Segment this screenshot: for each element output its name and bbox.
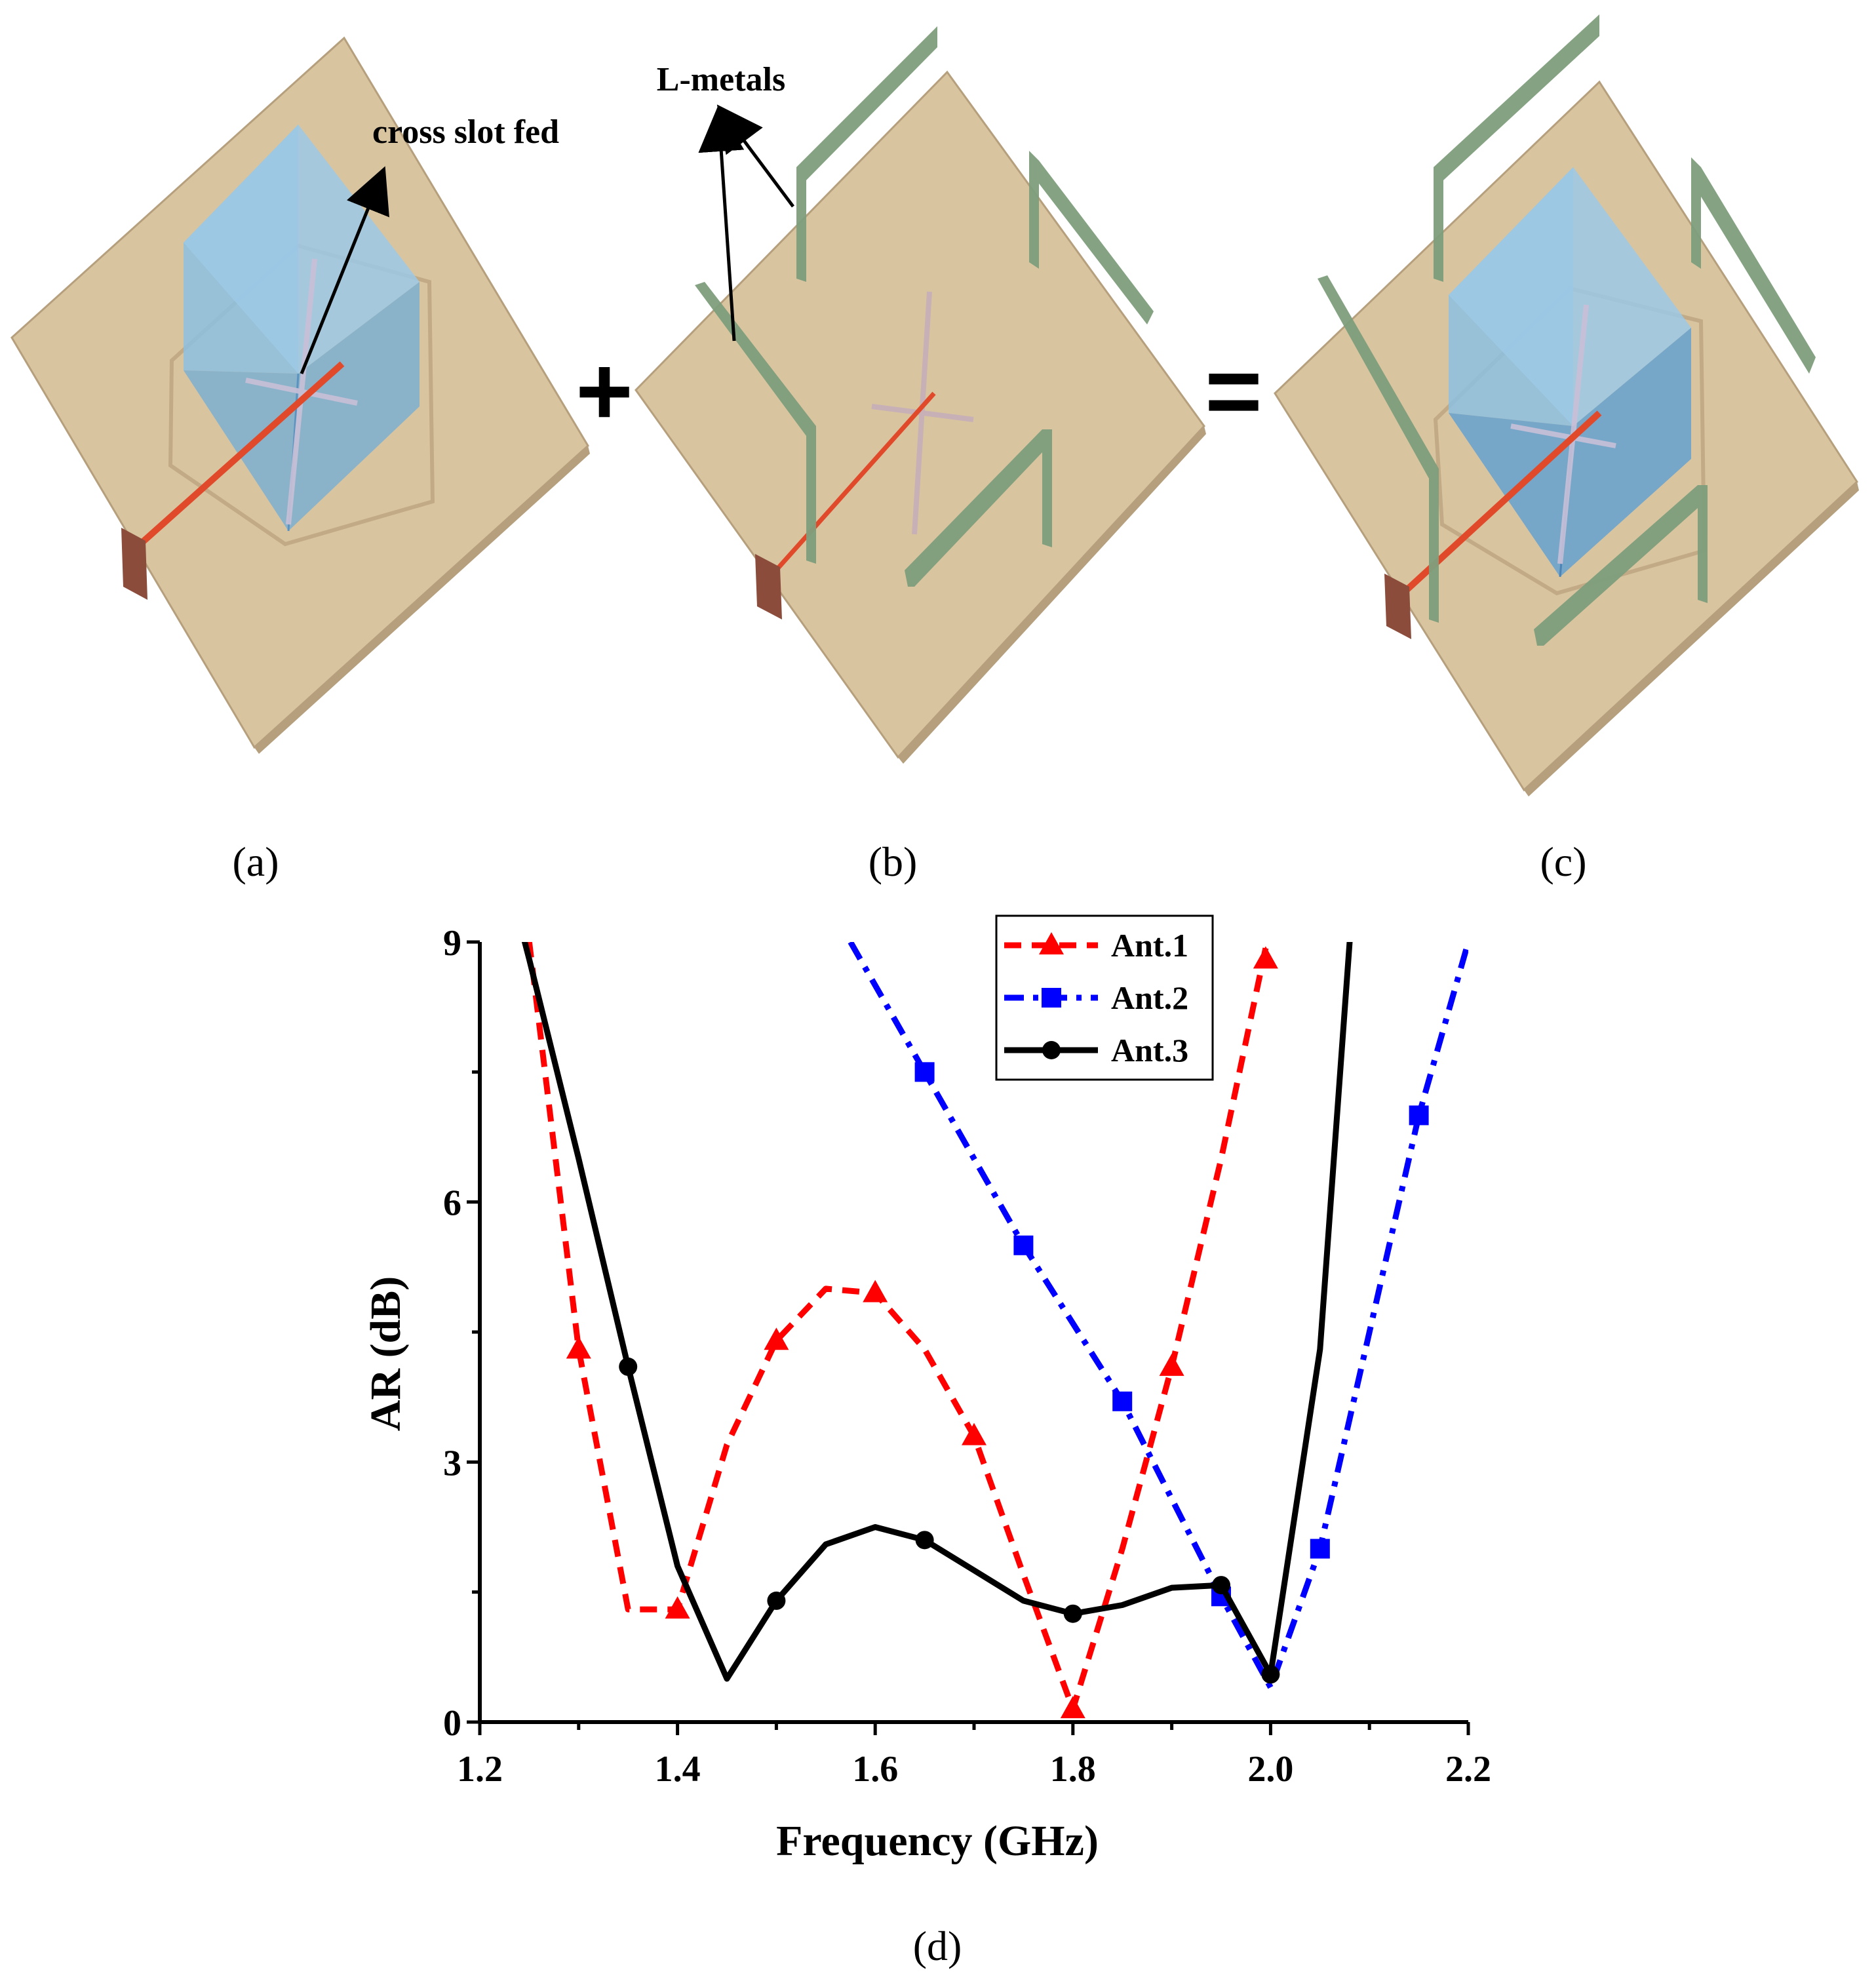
l-metal-strips: [695, 26, 1154, 587]
data-point: [1261, 1665, 1280, 1684]
legend-marker: [1042, 988, 1061, 1008]
data-point: [1310, 1539, 1330, 1559]
feed-port: [755, 554, 782, 619]
axes: 1.2 1.4 1.6 1.8 2.0 2.2 0 3 6 9: [443, 923, 1491, 1790]
l-metal-strips: [1318, 14, 1816, 646]
cross-slot: [871, 291, 974, 535]
data-point: [1063, 1604, 1082, 1623]
feed-port: [1384, 574, 1411, 639]
legend-item: Ant.3: [1004, 1032, 1188, 1069]
x-tick-label: 2.0: [1247, 1749, 1293, 1790]
x-tick-label: 1.8: [1050, 1749, 1096, 1790]
legend-label: Ant.2: [1111, 979, 1188, 1016]
substrate-side-right: [254, 446, 590, 754]
substrate-side-right: [1524, 482, 1859, 796]
data-point: [1060, 1696, 1085, 1719]
legend-item: Ant.1: [1004, 927, 1188, 964]
y-tick-label: 6: [443, 1183, 461, 1224]
legend-marker: [1039, 932, 1064, 954]
ar-chart: 1.2 1.4 1.6 1.8 2.0 2.2 0 3 6 9 Ant.1 Ant.2 Ant.3 F…: [362, 914, 1491, 1865]
data-point: [1212, 1576, 1230, 1595]
panel-label-b: (b): [869, 838, 918, 885]
data-point: [1112, 1391, 1133, 1411]
data-point: [665, 1596, 690, 1619]
y-tick-label: 3: [443, 1443, 461, 1483]
l-metals-arrow-2: [698, 106, 745, 342]
series-ant-3: [521, 942, 1353, 1684]
data-point: [863, 1280, 888, 1303]
feed-port: [121, 528, 147, 600]
antenna-3-illustration: [1274, 14, 1859, 796]
y-tick-label: 9: [443, 923, 461, 964]
microstrip-feed: [768, 391, 936, 579]
l-metals-annotation: L-metals: [657, 61, 785, 98]
cavity-top-face: [1449, 167, 1691, 426]
legend-label: Ant.3: [1111, 1032, 1188, 1069]
microstrip-feed: [132, 361, 345, 552]
data-point: [962, 1422, 987, 1445]
legend: Ant.1 Ant.2 Ant.3: [995, 914, 1214, 1081]
x-tick-label: 1.4: [655, 1749, 701, 1790]
data-point: [566, 1336, 591, 1359]
cavity-top-face: [184, 125, 420, 374]
legend-label: Ant.1: [1111, 927, 1188, 964]
cross-slot: [245, 258, 358, 525]
x-tick-label: 1.2: [457, 1749, 503, 1790]
legend-marker: [1042, 1041, 1061, 1059]
cross-slot-arrow: [300, 166, 389, 374]
equals-operator: =: [1205, 336, 1262, 446]
data-point: [1013, 1235, 1034, 1255]
substrate-side-right: [898, 426, 1206, 764]
data-point: [915, 1531, 934, 1550]
series-ant-1: [526, 942, 1278, 1719]
y-tick-label: 0: [443, 1703, 461, 1744]
data-point: [767, 1591, 786, 1610]
y-axis-title: AR (dB): [362, 1276, 410, 1432]
x-tick-label: 2.2: [1445, 1749, 1491, 1790]
series-line: [521, 942, 1353, 1682]
cross-slot-annotation: cross slot fed: [372, 113, 559, 151]
plot-area: [521, 942, 1468, 1719]
panel-label-a: (a): [232, 838, 279, 885]
data-point: [764, 1327, 789, 1350]
panel-label-d: (d): [913, 1923, 962, 1969]
x-axis-title: Frequency (GHz): [776, 1817, 1099, 1865]
series-line: [848, 942, 1468, 1691]
data-point: [914, 1062, 935, 1082]
plus-operator: +: [576, 336, 633, 446]
antenna-2-illustration: [635, 26, 1206, 764]
antenna-1-illustration: [10, 36, 590, 754]
x-tick-label: 1.6: [852, 1749, 898, 1790]
data-point: [1159, 1353, 1184, 1376]
panel-label-c: (c): [1540, 838, 1586, 885]
data-point: [619, 1357, 638, 1376]
data-point: [1253, 946, 1278, 969]
legend-item: Ant.2: [1004, 979, 1188, 1016]
l-metals-arrow-1: [716, 104, 795, 208]
data-point: [1409, 1105, 1429, 1126]
